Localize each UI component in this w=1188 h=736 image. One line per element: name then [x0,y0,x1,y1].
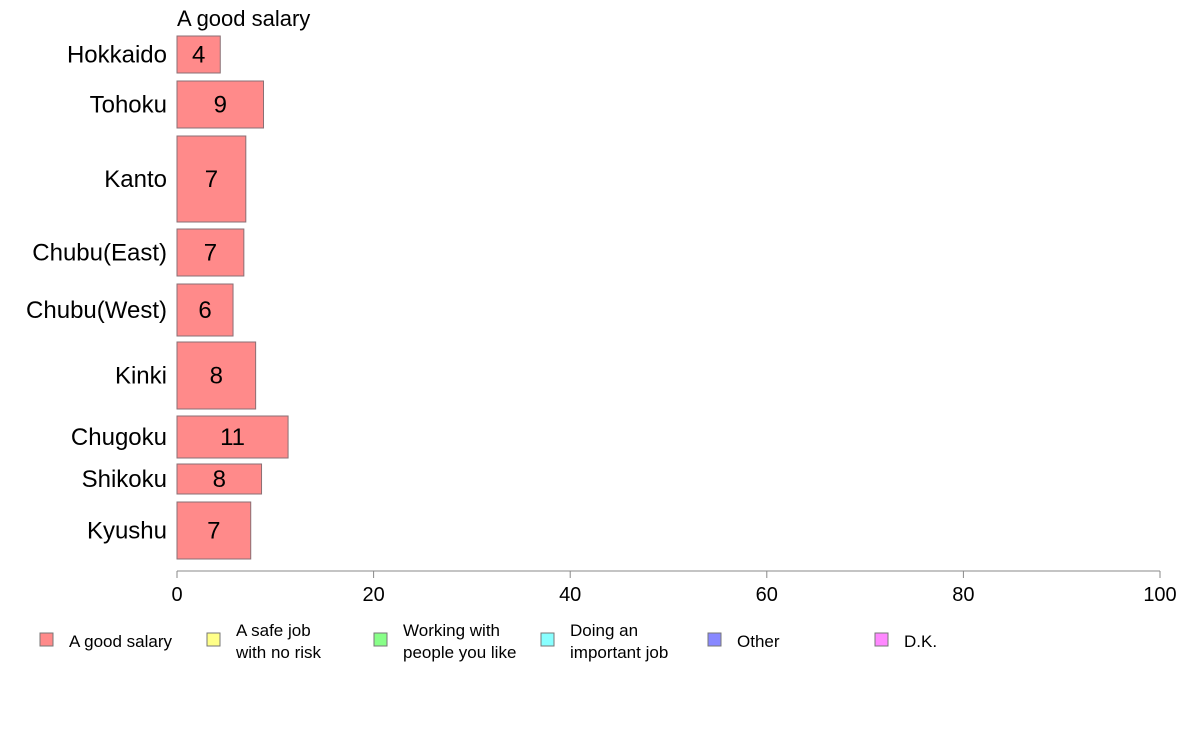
category-label: Chubu(East) [32,240,167,267]
category-label: Chugoku [71,424,167,451]
bar-kyushu [176,501,252,560]
category-label: Hokkaido [67,42,167,69]
category-label: Tohoku [90,92,167,119]
category-label: Shikoku [82,466,167,493]
bar-tohoku [176,80,265,129]
category-label: Chubu(West) [26,297,167,324]
bar-value-label: 11 [220,424,245,451]
bars-group: 4 Hokkaido 9 Tohoku 7 Kanto 7 Chubu(East) 6 Chubu… [26,35,289,560]
legend-swatch [206,632,221,647]
bar-value-label: 8 [213,466,226,493]
bar-value-label: 7 [205,166,218,193]
bar-chugoku [176,415,289,459]
category-label: Kanto [104,166,167,193]
bar-value-label: 8 [210,363,223,390]
bar-kanto [176,135,247,223]
bar-value-label: 9 [214,92,227,119]
x-tick-label: 20 [362,584,384,606]
legend: A good salary A safe job with no risk Worki… [39,621,937,662]
legend-swatch [707,632,722,647]
x-tick-label: 40 [559,584,581,606]
bar-chubu-east- [176,228,245,277]
legend-swatch [874,632,889,647]
legend-label: A good salary [69,632,173,651]
x-tick-label: 0 [171,584,182,606]
bar-value-label: 7 [207,518,220,545]
bar-shikoku [176,463,263,495]
legend-label: Other [737,632,780,651]
bar-value-label: 4 [192,42,205,69]
bar-hokkaido [176,35,221,74]
bar-kinki [176,341,257,410]
x-tick-label: 100 [1143,584,1176,606]
x-tick-label: 80 [952,584,974,606]
legend-label: D.K. [904,632,937,651]
legend-label: A safe job with no risk [235,621,322,662]
legend-swatch [373,632,388,647]
legend-swatch [39,632,54,647]
bar-chubu-west- [176,283,234,337]
category-label: Kyushu [87,518,167,545]
x-tick-label: 60 [756,584,778,606]
bar-value-label: 6 [198,297,211,324]
legend-label: Working with people you like [403,621,516,662]
bar-value-label: 7 [204,240,217,267]
legend-swatch [540,632,555,647]
category-label: Kinki [115,363,167,390]
legend-label: Doing an important job [570,621,668,662]
chart-title: A good salary [177,6,310,31]
x-axis: 0 20 40 60 80 100 [171,570,1177,606]
